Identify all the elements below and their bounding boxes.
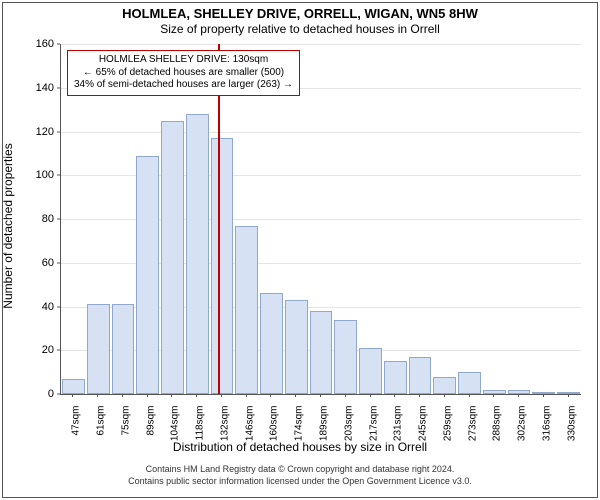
x-axis-label: Distribution of detached houses by size … (0, 440, 600, 454)
property-marker-line (218, 44, 220, 394)
x-tick-mark (419, 394, 420, 397)
x-tick-mark (345, 394, 346, 397)
x-tick-label: 259sqm (442, 406, 453, 442)
y-tick-mark (57, 175, 60, 176)
x-tick-label: 203sqm (343, 406, 354, 442)
bar (87, 304, 110, 394)
bar (235, 226, 258, 394)
x-tick-label: 330sqm (566, 406, 577, 442)
x-tick-mark (295, 394, 296, 397)
bar (186, 114, 209, 394)
bar (359, 348, 382, 394)
x-tick-label: 132sqm (219, 406, 230, 442)
x-tick-mark (469, 394, 470, 397)
y-tick-mark (57, 87, 60, 88)
x-tick-label: 174sqm (294, 406, 305, 442)
x-tick-mark (493, 394, 494, 397)
x-tick-mark (221, 394, 222, 397)
bar (136, 156, 159, 394)
y-tick-label: 60 (0, 257, 54, 269)
x-tick-label: 47sqm (71, 406, 82, 436)
x-tick-label: 273sqm (467, 406, 478, 442)
x-tick-label: 288sqm (492, 406, 503, 442)
y-tick-label: 140 (0, 82, 54, 94)
x-tick-mark (196, 394, 197, 397)
x-tick-mark (518, 394, 519, 397)
y-tick-label: 0 (0, 388, 54, 400)
y-tick-mark (57, 44, 60, 45)
chart-plot-area: HOLMLEA SHELLEY DRIVE: 130sqm← 65% of de… (60, 44, 581, 395)
annotation-line: ← 65% of detached houses are smaller (50… (74, 67, 293, 80)
bar (260, 293, 283, 394)
x-tick-mark (147, 394, 148, 397)
x-tick-mark (394, 394, 395, 397)
bar (161, 121, 184, 394)
x-tick-mark (444, 394, 445, 397)
x-tick-label: 302sqm (517, 406, 528, 442)
annotation-box: HOLMLEA SHELLEY DRIVE: 130sqm← 65% of de… (67, 50, 300, 96)
bar (211, 138, 234, 394)
x-tick-label: 104sqm (170, 406, 181, 442)
x-tick-mark (97, 394, 98, 397)
x-tick-mark (568, 394, 569, 397)
bar (409, 357, 432, 394)
x-tick-label: 245sqm (418, 406, 429, 442)
gridline (61, 132, 581, 133)
x-tick-mark (72, 394, 73, 397)
y-tick-mark (57, 350, 60, 351)
x-tick-label: 231sqm (393, 406, 404, 442)
y-tick-mark (57, 306, 60, 307)
bar (334, 320, 357, 394)
bar (458, 372, 481, 394)
bar (310, 311, 333, 394)
gridline (61, 44, 581, 45)
y-tick-mark (57, 131, 60, 132)
x-tick-mark (246, 394, 247, 397)
x-tick-label: 316sqm (541, 406, 552, 442)
annotation-line: HOLMLEA SHELLEY DRIVE: 130sqm (74, 54, 293, 67)
y-tick-label: 120 (0, 126, 54, 138)
bar (112, 304, 135, 394)
y-tick-mark (57, 219, 60, 220)
y-axis-label: Number of detached properties (1, 143, 15, 308)
y-tick-label: 40 (0, 301, 54, 313)
x-tick-label: 118sqm (195, 406, 206, 441)
x-tick-mark (370, 394, 371, 397)
x-tick-mark (122, 394, 123, 397)
y-tick-mark (57, 262, 60, 263)
page-subtitle: Size of property relative to detached ho… (0, 22, 600, 36)
annotation-line: 34% of semi-detached houses are larger (… (74, 79, 293, 92)
x-tick-label: 217sqm (368, 406, 379, 442)
x-tick-mark (270, 394, 271, 397)
footnote-line-2: Contains public sector information licen… (0, 476, 600, 486)
bar (285, 300, 308, 394)
x-tick-label: 146sqm (244, 406, 255, 442)
x-tick-label: 189sqm (319, 406, 330, 442)
x-tick-label: 61sqm (96, 406, 107, 436)
y-tick-label: 100 (0, 169, 54, 181)
x-tick-mark (320, 394, 321, 397)
y-tick-mark (57, 394, 60, 395)
x-tick-mark (171, 394, 172, 397)
bar (62, 379, 85, 394)
page-title: HOLMLEA, SHELLEY DRIVE, ORRELL, WIGAN, W… (0, 6, 600, 21)
y-tick-label: 20 (0, 344, 54, 356)
bar (433, 377, 456, 395)
x-tick-label: 89sqm (145, 406, 156, 436)
x-tick-label: 160sqm (269, 406, 280, 442)
x-tick-label: 75sqm (120, 406, 131, 436)
y-tick-label: 160 (0, 38, 54, 50)
x-tick-mark (543, 394, 544, 397)
y-tick-label: 80 (0, 213, 54, 225)
bar (384, 361, 407, 394)
footnote-line-1: Contains HM Land Registry data © Crown c… (0, 464, 600, 474)
